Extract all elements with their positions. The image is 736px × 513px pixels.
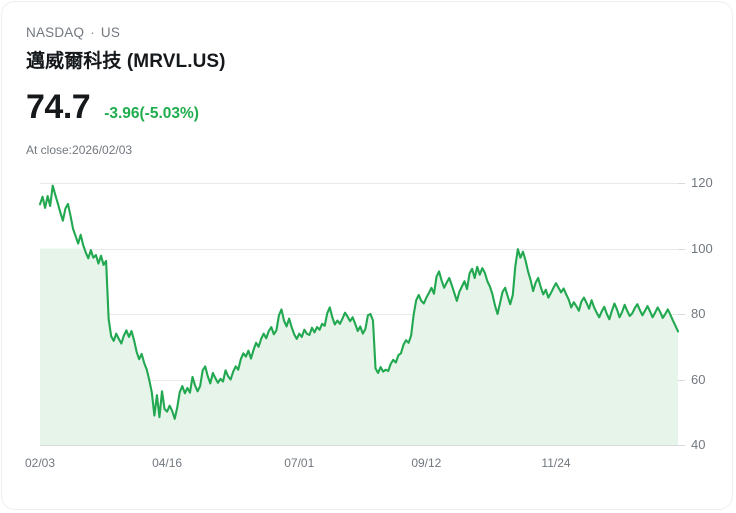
chart-series-line xyxy=(38,184,680,420)
region-label: US xyxy=(100,25,121,40)
y-axis-label: 80 xyxy=(691,306,705,321)
exchange-label: NASDAQ xyxy=(26,25,85,40)
y-axis-label: 120 xyxy=(691,175,713,190)
chart-x-axis-labels: 02/03 04/16 07/01 09/12 11/24 xyxy=(25,456,571,470)
exchange-region-row: NASDAQ · US xyxy=(26,25,120,40)
current-price: 74.7 xyxy=(26,88,91,126)
at-close-timestamp: At close:2026/02/03 xyxy=(26,143,133,157)
chart-area-fill xyxy=(40,248,678,445)
price-row: 74.7 -3.96(-5.03%) xyxy=(26,88,199,127)
series-line-path xyxy=(38,184,680,420)
y-axis-label: 60 xyxy=(691,372,705,387)
chart-y-axis-labels: 120 100 80 60 40 xyxy=(691,175,713,452)
x-axis-label: 09/12 xyxy=(411,456,441,470)
x-axis-label: 02/03 xyxy=(25,456,55,470)
x-axis-label: 11/24 xyxy=(541,456,570,470)
separator-dot: · xyxy=(90,25,95,40)
x-axis-label: 07/01 xyxy=(284,456,314,470)
page-title: 邁威爾科技 (MRVL.US) xyxy=(26,51,226,72)
x-axis-label: 04/16 xyxy=(152,456,182,470)
y-axis-label: 100 xyxy=(691,241,713,256)
series-area-path xyxy=(40,248,678,445)
y-axis-label: 40 xyxy=(691,437,705,452)
price-change: -3.96(-5.03%) xyxy=(104,105,199,122)
price-chart-svg: 120 100 80 60 40 02/03 04/16 07/01 09/12 11/24 xyxy=(25,175,713,470)
price-chart[interactable]: 120 100 80 60 40 02/03 04/16 07/01 09/12 11/24 xyxy=(2,162,736,482)
